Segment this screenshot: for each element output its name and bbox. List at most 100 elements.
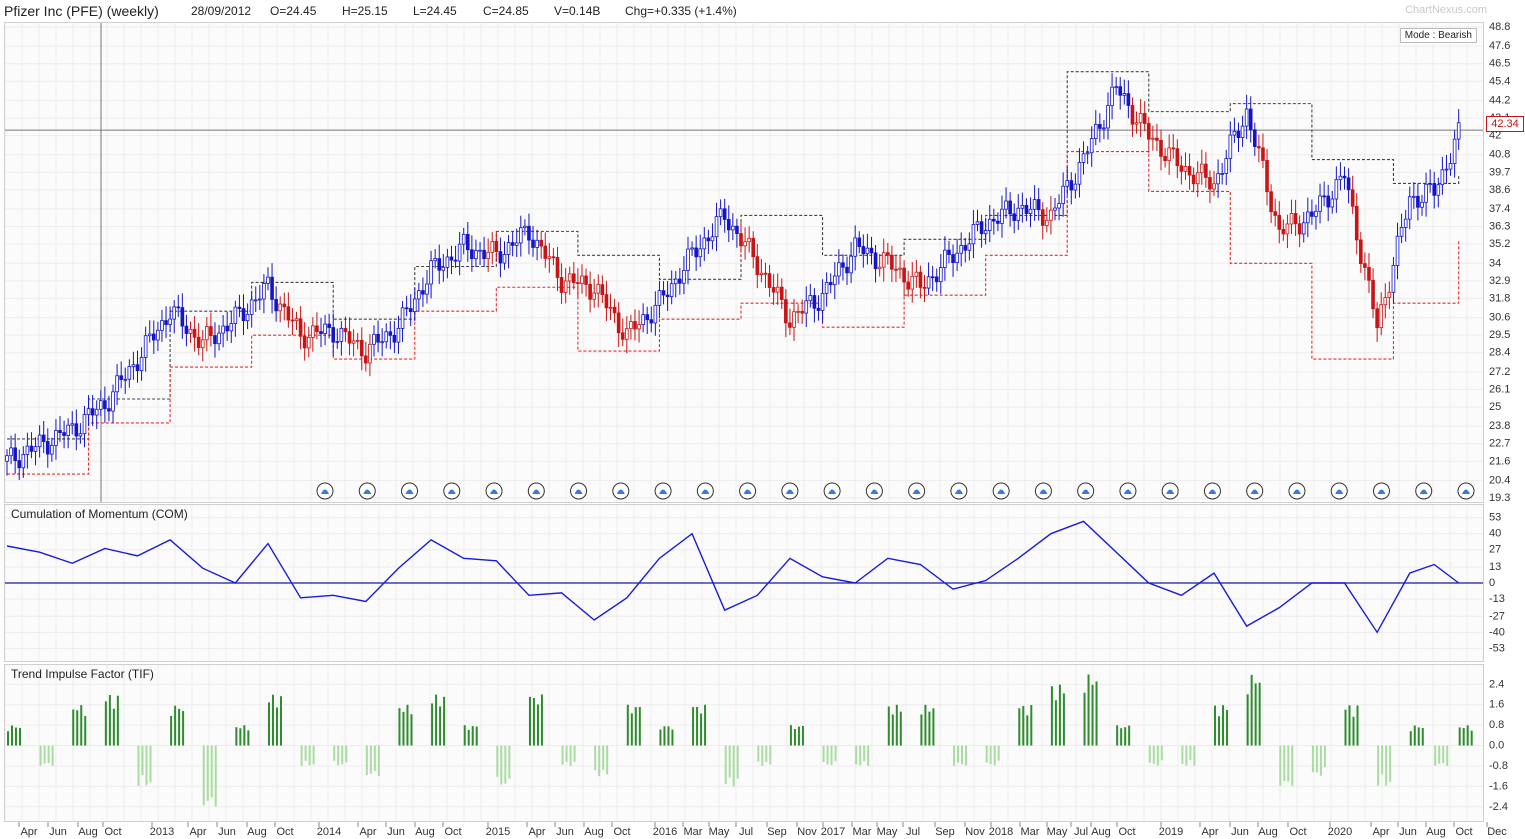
tif-bar: [985, 745, 988, 763]
tif-bar: [1018, 708, 1021, 746]
candle-body: [172, 306, 176, 320]
tif-bar: [137, 745, 140, 786]
candle-body: [217, 332, 221, 345]
tif-bar: [565, 745, 568, 762]
candle-body: [865, 247, 870, 255]
tif-bars: [7, 674, 1473, 807]
tif-chart[interactable]: [5, 665, 1483, 821]
candle-body: [567, 273, 572, 282]
tif-bar: [1152, 745, 1155, 764]
candle-body: [1310, 211, 1314, 217]
candle-body: [1049, 209, 1053, 221]
y-tick-label: -13: [1489, 593, 1505, 605]
x-tick-label: Apr: [189, 826, 206, 838]
tif-bar: [965, 745, 968, 766]
x-tick-label: Mar: [684, 826, 703, 838]
candle-body: [1065, 180, 1070, 187]
x-tick-label: Aug: [78, 826, 98, 838]
bell-icon-shape: [321, 489, 329, 494]
candle-body: [200, 339, 205, 348]
candle-body: [702, 237, 707, 250]
tif-bar: [1315, 745, 1318, 773]
candle-body: [50, 445, 54, 455]
x-tick-label: 2016: [653, 826, 677, 838]
candle-body: [380, 341, 384, 344]
candle-body: [1216, 173, 1220, 185]
candle-body: [1077, 162, 1082, 185]
candle-body: [637, 324, 641, 330]
tif-bar: [724, 745, 727, 785]
candle-body: [1236, 131, 1241, 139]
candle-body: [845, 266, 849, 274]
tif-bar: [1181, 745, 1184, 764]
price-chart[interactable]: [5, 23, 1483, 502]
tif-bar: [1218, 716, 1221, 746]
candle-body: [1297, 223, 1302, 235]
header-volume: V=0.14B: [554, 4, 601, 18]
tif-bar: [924, 704, 927, 746]
candle-body: [922, 286, 927, 289]
bell-icon-shape: [1419, 489, 1428, 494]
candle-body: [298, 318, 303, 337]
candle-body: [1163, 155, 1167, 162]
com-panel[interactable]: Cumulation of Momentum (COM): [4, 504, 1484, 662]
tif-bar: [267, 702, 270, 746]
tif-bar: [1442, 745, 1445, 764]
candle-body: [710, 236, 715, 242]
tif-panel[interactable]: Trend Impulse Factor (TIF): [4, 664, 1484, 822]
x-tick-label: Apr: [20, 826, 37, 838]
candle-body: [739, 233, 743, 247]
x-tick-label: Jun: [1231, 826, 1249, 838]
tif-bar: [202, 745, 205, 806]
y-tick-label: 27: [1489, 544, 1501, 556]
y-tick-label: 35.2: [1489, 238, 1510, 250]
candle-body: [453, 259, 458, 262]
tif-bar: [997, 745, 1000, 761]
candle-body: [1024, 205, 1029, 214]
candle-body: [959, 245, 963, 254]
tif-bar: [528, 696, 531, 746]
y-tick-label: -0.8: [1489, 760, 1508, 772]
candle-body: [808, 295, 813, 302]
tif-bar: [863, 745, 866, 762]
candle-body: [233, 306, 238, 324]
tif-bar: [141, 745, 144, 776]
candle-body: [824, 282, 829, 294]
candle-body: [1379, 304, 1384, 329]
candle-body: [1114, 86, 1118, 89]
tif-bar: [1087, 674, 1090, 746]
candle-body: [41, 434, 46, 442]
candle-body: [237, 306, 242, 309]
candle-body: [396, 328, 401, 343]
y-tick-label: 26.1: [1489, 383, 1510, 395]
tif-bar: [920, 714, 923, 746]
candle-body: [78, 433, 83, 437]
candle-body: [1338, 175, 1343, 181]
candle-body: [576, 282, 580, 284]
x-tick-label: Mar: [1021, 826, 1040, 838]
candle-body: [229, 323, 234, 332]
candle-body: [767, 273, 772, 288]
candle-body: [29, 445, 34, 452]
bell-icon-shape: [659, 489, 668, 494]
candle-body: [722, 208, 727, 220]
com-chart[interactable]: [5, 505, 1483, 661]
bell-icon-shape: [1377, 489, 1386, 494]
candle-body: [17, 460, 22, 469]
candle-body: [1167, 147, 1171, 162]
candle-body: [1248, 108, 1253, 131]
chart-header: Pfizer Inc (PFE) (weekly) 28/09/2012 O=2…: [0, 0, 1525, 22]
x-tick-label: Dec: [1487, 826, 1507, 838]
y-tick-label: 45.4: [1489, 75, 1510, 87]
candle-body: [1199, 163, 1204, 174]
candle-body: [755, 256, 760, 275]
candle-body: [1428, 183, 1432, 186]
candle-body: [914, 271, 919, 277]
tif-bar: [561, 745, 564, 765]
candle-body: [886, 252, 890, 256]
price-panel[interactable]: Mode : Bearish: [4, 22, 1484, 503]
candle-body: [262, 283, 266, 300]
candle-body: [735, 225, 739, 234]
x-tick-label: Jun: [218, 826, 236, 838]
candle-body: [665, 294, 670, 298]
